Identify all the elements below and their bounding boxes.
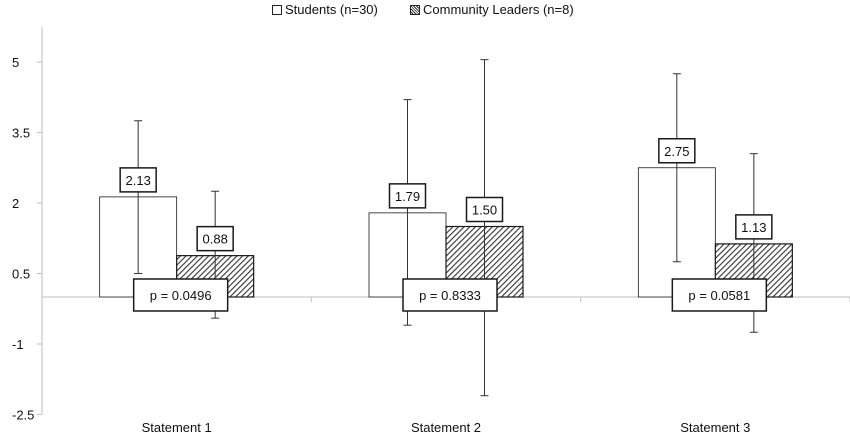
p-value-label: p = 0.0496 (150, 288, 212, 303)
data-label: 0.88 (203, 232, 228, 247)
p-value-box (132, 278, 229, 312)
legend-swatch-leaders (410, 4, 420, 15)
y-tick-label: 0.5 (12, 267, 30, 282)
legend-item-students: Students (n=30) (272, 2, 378, 17)
p-value-box (671, 278, 768, 312)
legend: Students (n=30) Community Leaders (n=8) (0, 0, 850, 20)
p-value-label: p = 0.0581 (688, 288, 750, 303)
data-label-box (465, 196, 504, 223)
data-label-box (196, 225, 234, 252)
category-label: Statement 3 (680, 420, 750, 435)
data-label: 2.13 (126, 173, 151, 188)
legend-swatch-students (272, 4, 282, 15)
data-label: 1.79 (395, 189, 420, 204)
legend-label-students: Students (n=30) (285, 2, 378, 17)
y-tick-label: -1 (12, 337, 24, 352)
category-label: Statement 1 (142, 420, 212, 435)
data-label: 1.13 (741, 220, 766, 235)
y-tick-label: 5 (12, 55, 19, 70)
data-label: 2.75 (664, 144, 689, 159)
p-value-label: p = 0.8333 (419, 288, 481, 303)
y-tick-label: 2 (12, 196, 19, 211)
data-label-box (735, 214, 773, 240)
data-label-box (658, 138, 696, 164)
y-tick-label: 3.5 (12, 126, 30, 141)
legend-item-leaders: Community Leaders (n=8) (410, 2, 574, 17)
category-label: Statement 2 (411, 420, 481, 435)
data-label: 1.50 (472, 203, 497, 218)
legend-label-leaders: Community Leaders (n=8) (423, 2, 574, 17)
p-value-box (402, 278, 498, 312)
data-label-box (388, 183, 427, 209)
y-tick-label: -2.5 (12, 408, 34, 423)
data-label-box (119, 167, 157, 193)
